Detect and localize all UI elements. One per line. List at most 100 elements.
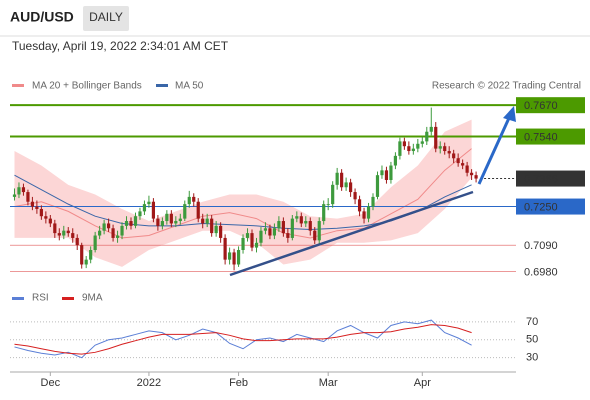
candle-body bbox=[452, 153, 456, 159]
level-box bbox=[516, 170, 585, 187]
candle-body bbox=[416, 143, 420, 149]
candle-body bbox=[348, 182, 353, 193]
candle-body bbox=[353, 192, 357, 200]
candle-body bbox=[44, 216, 48, 219]
candle-body bbox=[299, 216, 303, 224]
candle-body bbox=[434, 126, 438, 149]
y-tick-label: 70 bbox=[526, 316, 538, 328]
candle-body bbox=[371, 196, 375, 207]
candle-body bbox=[411, 148, 415, 152]
level-label: 0.7090 bbox=[524, 240, 558, 252]
candle-body bbox=[62, 230, 66, 236]
candle-body bbox=[469, 172, 474, 176]
arrow-head bbox=[503, 106, 516, 122]
candle-body bbox=[30, 201, 35, 207]
candle-body bbox=[250, 233, 254, 248]
candle-body bbox=[380, 170, 384, 176]
candle-body bbox=[290, 218, 294, 238]
candle-body bbox=[263, 228, 268, 231]
candle-body bbox=[366, 206, 371, 219]
candle-body bbox=[357, 199, 362, 212]
candle-body bbox=[331, 184, 335, 205]
candle-body bbox=[223, 237, 227, 260]
candle-body bbox=[142, 204, 147, 212]
candle-body bbox=[151, 201, 156, 219]
forecast-arrow bbox=[477, 117, 511, 185]
candle-body bbox=[407, 146, 411, 152]
candle-body bbox=[214, 225, 218, 234]
level-label: 0.7250 bbox=[524, 201, 558, 213]
level-box bbox=[516, 97, 585, 114]
candle-body bbox=[48, 218, 52, 224]
candle-body bbox=[281, 221, 285, 234]
candle-body bbox=[75, 237, 79, 246]
candle-body bbox=[196, 201, 200, 219]
candle-body bbox=[295, 216, 299, 219]
candle-body bbox=[39, 208, 43, 217]
y-tick-label: 50 bbox=[526, 334, 538, 346]
candle-body bbox=[474, 175, 478, 179]
candle-body bbox=[241, 237, 245, 250]
candle-body bbox=[192, 196, 196, 202]
candle-body bbox=[443, 146, 447, 152]
legend-label: MA 50 bbox=[175, 81, 204, 92]
x-tick-label: 2022 bbox=[137, 377, 161, 389]
bollinger-band bbox=[14, 119, 472, 267]
candle-body bbox=[259, 230, 263, 243]
legend-swatch bbox=[12, 84, 24, 87]
candle-body bbox=[66, 230, 70, 234]
candle-body bbox=[245, 233, 250, 238]
candle-body bbox=[286, 233, 290, 238]
candle-body bbox=[183, 204, 187, 219]
x-tick-label: Feb bbox=[229, 377, 248, 389]
timeframe: DAILY bbox=[89, 10, 123, 24]
candle-body bbox=[129, 221, 133, 226]
y-tick-label: 30 bbox=[526, 352, 538, 364]
candle-body bbox=[402, 141, 406, 147]
candle-body bbox=[362, 211, 366, 219]
candle-body bbox=[35, 206, 39, 209]
candle-body bbox=[210, 218, 214, 234]
candle-body bbox=[465, 165, 469, 173]
candle-body bbox=[106, 223, 111, 229]
legend: MA 20 + Bollinger Bands MA 50 RSI 9MA bbox=[12, 81, 204, 304]
candle-body bbox=[57, 233, 61, 236]
legend-swatch bbox=[156, 84, 168, 87]
candle-body bbox=[53, 223, 57, 234]
candle-body bbox=[272, 228, 277, 236]
timestamp: Tuesday, April 19, 2022 2:34:01 AM CET bbox=[12, 39, 229, 53]
candle-body bbox=[322, 204, 326, 222]
candle-body bbox=[438, 146, 442, 149]
candle-body bbox=[80, 245, 84, 265]
candle-body bbox=[205, 218, 209, 224]
candle-body bbox=[227, 252, 232, 260]
symbol: AUD/USD bbox=[10, 9, 74, 25]
candle-body bbox=[21, 187, 26, 193]
candle-body bbox=[308, 221, 312, 231]
candle-body bbox=[461, 163, 465, 166]
candle-body bbox=[147, 201, 151, 205]
candle-body bbox=[335, 172, 339, 185]
level-label: 0.6980 bbox=[524, 267, 558, 279]
level-label: 0.7366 bbox=[524, 173, 558, 185]
candle-body bbox=[384, 170, 389, 180]
candle-body bbox=[93, 235, 97, 250]
level-label: 0.7670 bbox=[524, 100, 558, 112]
legend-swatch bbox=[62, 297, 74, 300]
candle-body bbox=[187, 196, 191, 205]
legend-swatch bbox=[12, 297, 24, 300]
candle-body bbox=[389, 165, 393, 180]
candle-body bbox=[102, 223, 106, 231]
moving-average bbox=[14, 148, 472, 239]
trend-line bbox=[229, 190, 474, 277]
candle-body bbox=[326, 204, 330, 205]
candle-body bbox=[420, 141, 424, 144]
candle-body bbox=[268, 228, 272, 236]
x-tick-label: Apr bbox=[414, 377, 431, 389]
candle-body bbox=[398, 141, 402, 156]
level-box bbox=[516, 198, 585, 215]
candle-body bbox=[344, 182, 348, 188]
x-tick-label: Mar bbox=[319, 377, 338, 389]
candle-body bbox=[165, 213, 169, 222]
candle-body bbox=[425, 131, 429, 142]
